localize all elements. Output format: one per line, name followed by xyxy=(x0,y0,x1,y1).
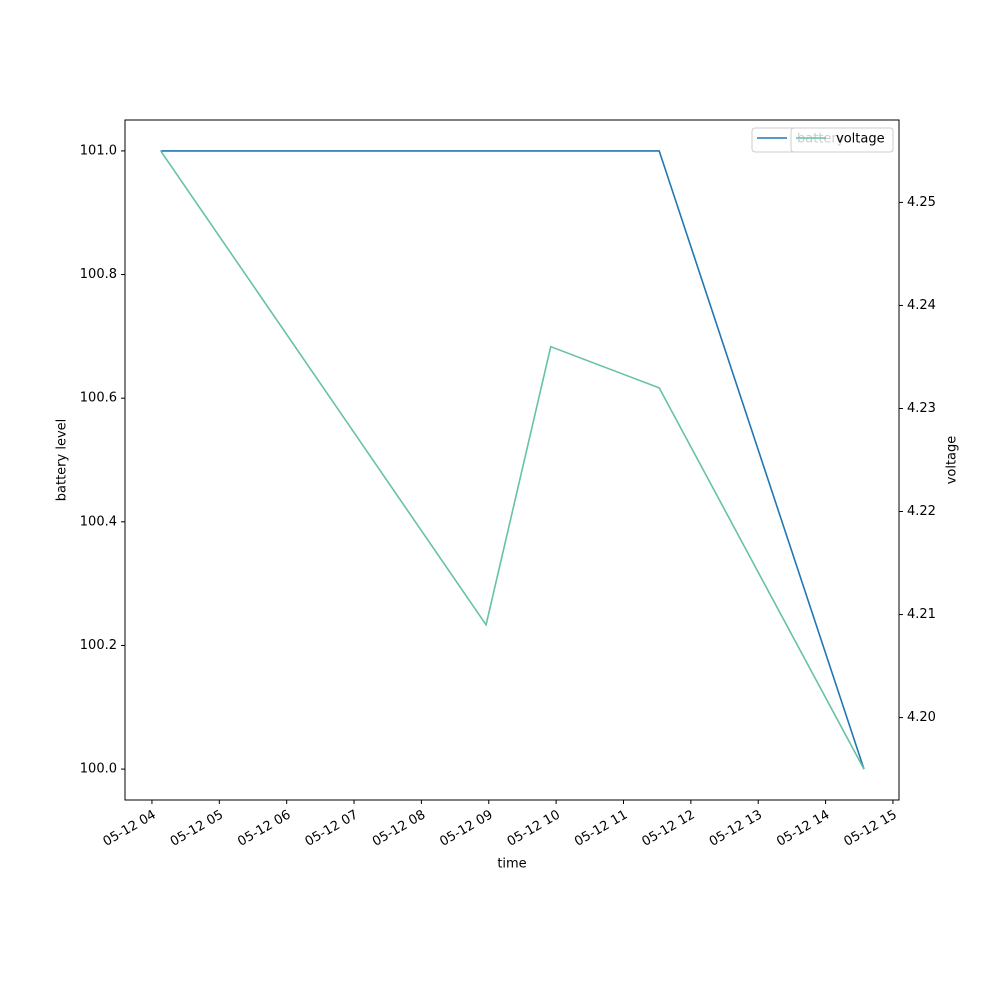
legend-label: voltage xyxy=(836,132,885,147)
line-series xyxy=(160,150,865,770)
x-tick-label: 05-12 06 xyxy=(235,808,293,850)
plot-frame xyxy=(124,119,900,801)
y-tick-label: 100.8 xyxy=(80,267,117,282)
x-tick-label: 05-12 11 xyxy=(572,808,630,850)
x-tick-label: 05-12 15 xyxy=(842,808,900,850)
x-tick-label: 05-12 14 xyxy=(774,808,832,850)
y-axis-label: battery level xyxy=(55,419,70,502)
y2-tick-label: 4.23 xyxy=(907,401,936,416)
y-tick-label: 101.0 xyxy=(80,143,117,158)
legend-box xyxy=(790,127,894,153)
x-tick-label: 05-12 05 xyxy=(168,808,226,850)
y2-tick-label: 4.22 xyxy=(907,504,936,519)
x-tick-label: 05-12 08 xyxy=(370,808,428,850)
x-tick-label: 05-12 13 xyxy=(707,808,765,850)
x-tick-label: 05-12 07 xyxy=(303,808,361,850)
y2-tick-label: 4.21 xyxy=(907,607,936,622)
y2-axis-label: voltage xyxy=(945,436,960,485)
y2-tick-label: 4.25 xyxy=(907,195,936,210)
x-axis-label: time xyxy=(497,857,526,872)
line-series xyxy=(160,150,865,770)
x-tick-label: 05-12 10 xyxy=(505,808,563,850)
y-tick-label: 100.2 xyxy=(80,638,117,653)
y-tick-label: 100.0 xyxy=(80,762,117,777)
y-tick-label: 100.6 xyxy=(80,391,117,406)
x-tick-label: 05-12 09 xyxy=(437,808,495,850)
x-tick-label: 05-12 12 xyxy=(639,808,697,850)
x-tick-label: 05-12 04 xyxy=(101,808,159,850)
y-tick-label: 100.4 xyxy=(80,514,117,529)
y2-tick-label: 4.24 xyxy=(907,298,936,313)
y2-tick-label: 4.20 xyxy=(907,710,936,725)
